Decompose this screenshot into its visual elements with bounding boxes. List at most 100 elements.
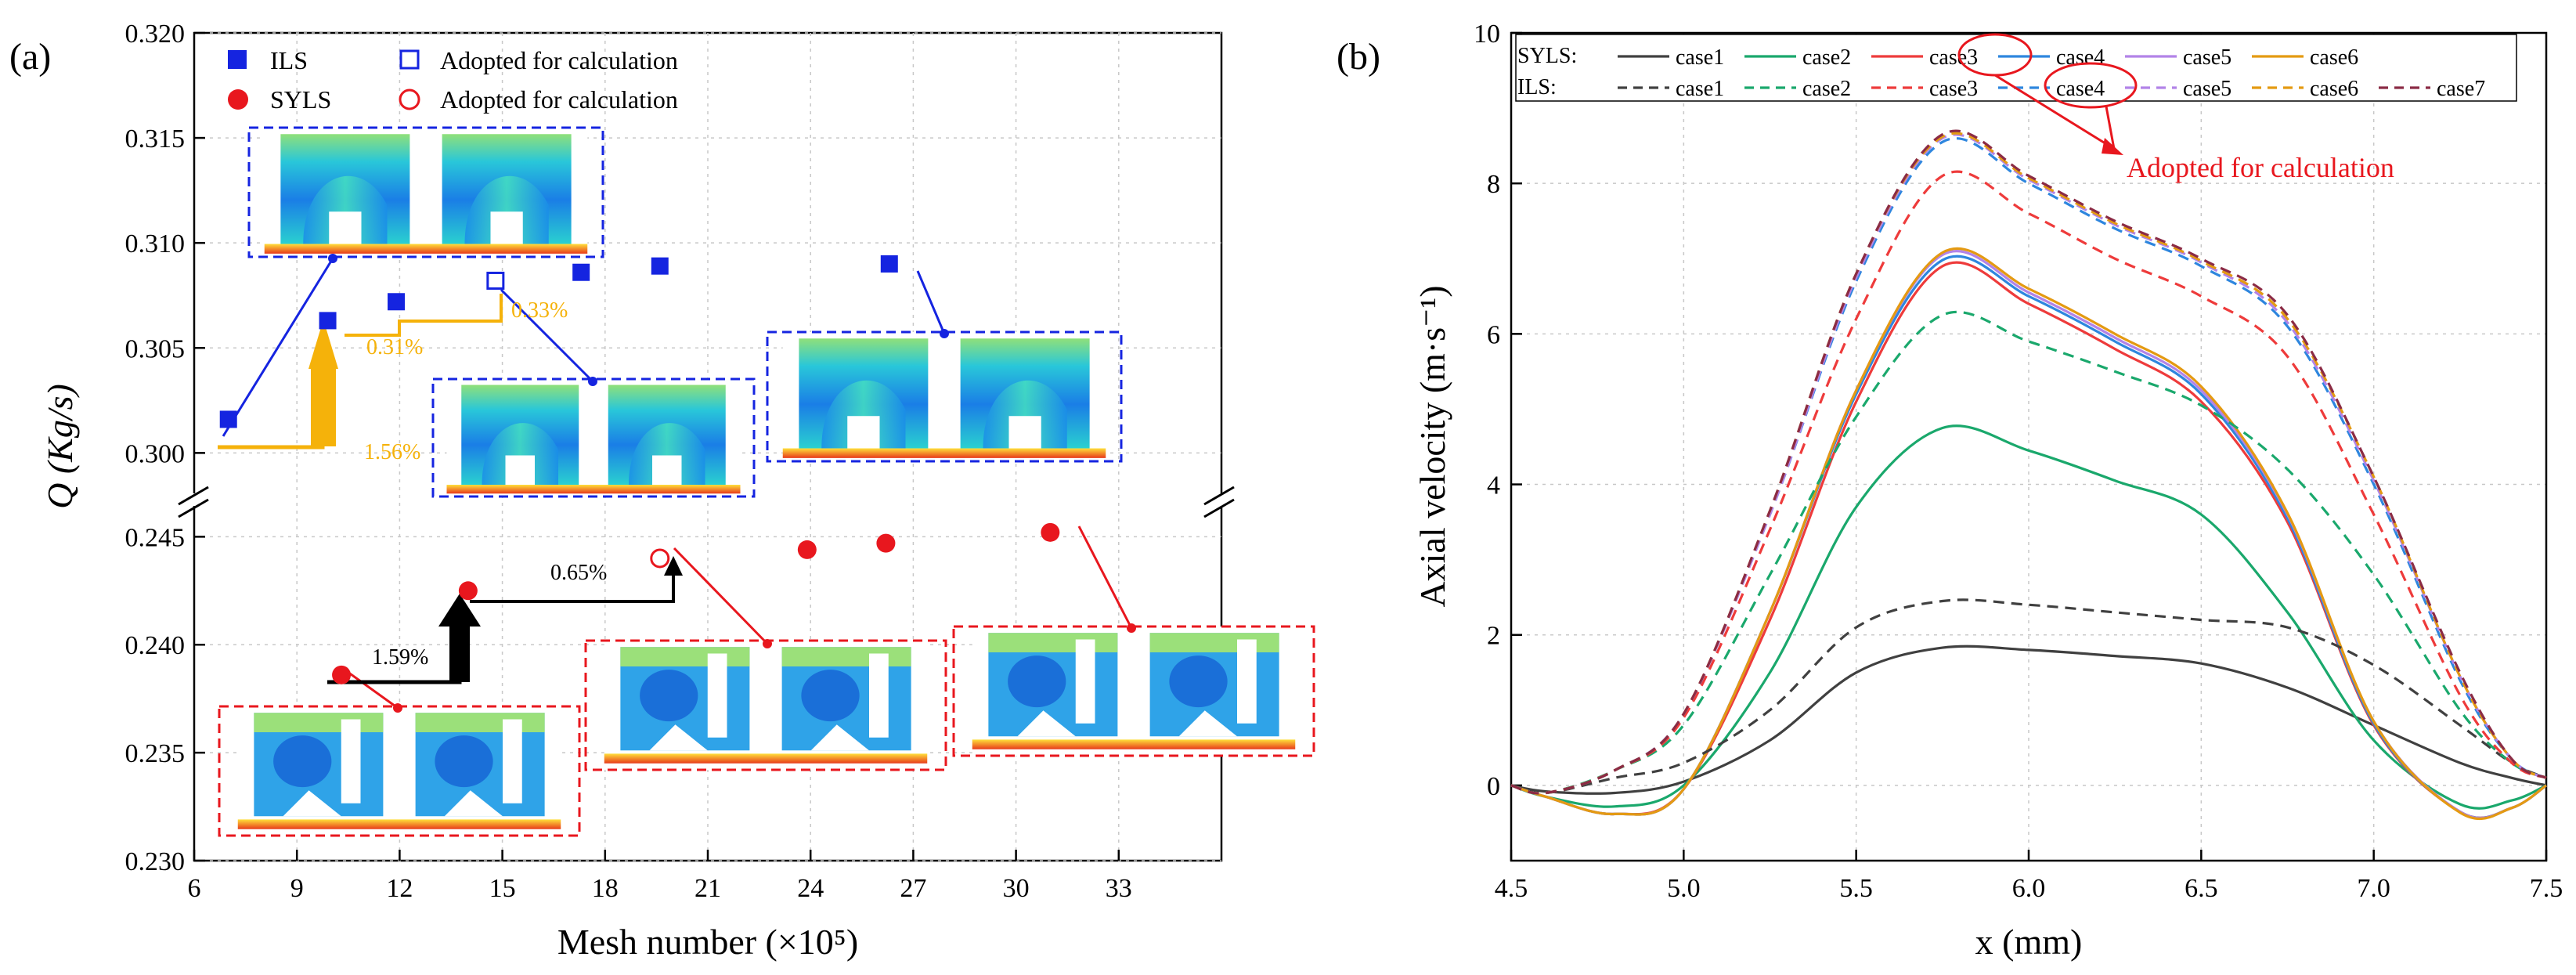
legend-ils-adopted-label: Adopted for calculation (440, 46, 678, 74)
legend-label-syls-case1: case1 (1676, 45, 1724, 70)
series-line-ils-case7 (1510, 129, 2547, 795)
legend-syls-marker (228, 89, 248, 110)
panel-a-label: (a) (9, 36, 51, 78)
legend-b-syls-title: SYLS: (1517, 44, 1577, 68)
series-line-ils-case6 (1510, 132, 2547, 795)
legend-ils-adopted-marker (399, 49, 420, 70)
x-tick-label: 4.5 (1495, 874, 1528, 903)
x-tick-label: 12 (386, 874, 413, 903)
ils-adopted-point (486, 271, 505, 290)
legend-ils-marker (228, 50, 247, 69)
x-tick-label: 9 (290, 874, 304, 903)
x-tick-label: 6.5 (2185, 874, 2218, 903)
legend-label-syls-case4: case4 (2056, 45, 2105, 70)
legend-label-syls-case5: case5 (2183, 45, 2231, 70)
annotation-0-65: 0.65% (550, 561, 607, 585)
ils-thumbnail-2 (431, 377, 756, 498)
syls-point (797, 540, 817, 559)
legend-label-ils-case2: case2 (1802, 77, 1851, 101)
legend-label-syls-case3: case3 (1929, 45, 1978, 70)
y-tick-label: 10 (1474, 20, 1500, 49)
annotation-0-33: 0.33% (511, 298, 568, 323)
y-tick-label: 0.310 (125, 229, 186, 258)
syls-point (458, 581, 478, 601)
y-tick-label: 0.315 (125, 125, 186, 153)
ils-point (880, 255, 898, 273)
legend-a: ILS Adopted for calculation SYLS Adopted… (228, 46, 678, 114)
x-tick-label: 6.0 (2012, 874, 2046, 903)
axis-break-right (1203, 486, 1235, 518)
panel-b-label: (b) (1337, 36, 1380, 78)
y-tick-label: 6 (1487, 320, 1500, 349)
syls-adopted-point (650, 548, 670, 569)
legend-label-ils-case1: case1 (1676, 77, 1724, 101)
y-tick-label: 4 (1487, 471, 1500, 500)
ils-thumbnail-3 (766, 330, 1123, 463)
legend-label-syls-case2: case2 (1802, 45, 1851, 70)
legend-syls-label: SYLS (270, 85, 331, 114)
x-tick-label: 7.5 (2530, 874, 2563, 903)
leader-lines (222, 258, 1133, 710)
x-tick-label: 33 (1106, 874, 1132, 903)
annotation-1-56: 1.56% (364, 440, 420, 464)
legend-label-ils-case4: case4 (2056, 77, 2105, 101)
annotation-1-59: 1.59% (372, 645, 428, 670)
y-tick-label: 2 (1487, 622, 1500, 651)
series-line-ils-case2 (1510, 310, 2547, 795)
legend-label-ils-case6: case6 (2310, 77, 2358, 101)
ils-point (319, 312, 337, 330)
series-line-ils-case3 (1510, 170, 2547, 795)
ils-point (219, 410, 237, 428)
ils-point (388, 293, 406, 311)
ils-thumbnail-1 (247, 126, 604, 258)
syls-thumbnail-2 (584, 639, 947, 771)
series-line-ils-case4 (1510, 137, 2547, 795)
series-line-syls-case1 (1510, 645, 2547, 795)
axis-break-left (178, 486, 209, 518)
y-tick-label: 0.230 (125, 847, 186, 876)
x-tick-label: 5.5 (1839, 874, 1873, 903)
syls-step-arrow (327, 556, 683, 684)
x-tick-label: 5.0 (1667, 874, 1701, 903)
series-line-ils-case1 (1510, 598, 2547, 795)
y-tick-label: 0.235 (125, 739, 186, 768)
legend-syls-adopted-label: Adopted for calculation (440, 85, 678, 114)
y-tick-label: 0.240 (125, 631, 186, 660)
legend-label-ils-case3: case3 (1929, 77, 1978, 101)
x-tick-label: 18 (592, 874, 619, 903)
series-line-syls-case3 (1510, 261, 2547, 819)
x-tick-label: 7.0 (2357, 874, 2390, 903)
syls-thumbnail-3 (952, 625, 1315, 757)
y-tick-label: 0.245 (125, 523, 186, 552)
series-line-syls-case2 (1510, 424, 2547, 810)
annotation-0-31: 0.31% (366, 335, 423, 359)
ils-step-arrow (218, 294, 503, 450)
legend-b-ils-title: ILS: (1517, 75, 1557, 99)
panel-a-x-axis-title: Mesh number (×10⁵) (557, 922, 858, 962)
ils-point (572, 263, 590, 281)
adopted-callout: Adopted for calculation (1957, 33, 2394, 183)
syls-point (1041, 522, 1060, 542)
legend-ils-label: ILS (270, 46, 308, 74)
legend-label-ils-case7: case7 (2437, 77, 2485, 101)
syls-thumbnail-1 (218, 705, 581, 837)
x-tick-label: 30 (1003, 874, 1030, 903)
panel-b-x-axis-title: x (mm) (1975, 922, 2083, 962)
syls-point (876, 533, 896, 553)
y-tick-label: 0.320 (125, 20, 186, 49)
y-tick-label: 0.300 (125, 439, 186, 468)
y-tick-label: 0 (1487, 772, 1500, 801)
panel-a-y-axis-title: Q (Kg/s) (40, 384, 80, 509)
legend-b: SYLS: ILS: case1 case2 case3 case4 case5 case… (1515, 34, 2517, 102)
series-line-syls-case6 (1510, 247, 2547, 821)
panel-b-chart: 4.5 5.0 5.5 6.0 6.5 7.0 7.5 0 2 4 6 8 10 SYLS: ILS:… (1412, 20, 2563, 962)
legend-label-syls-case6: case6 (2310, 45, 2358, 70)
y-tick-label: 8 (1487, 170, 1500, 199)
syls-point (332, 665, 352, 684)
panel-a-chart: 6 9 12 15 18 21 24 27 30 33 0.300 0.305 0.310 0.315 0… (40, 20, 1315, 962)
x-tick-label: 24 (797, 874, 824, 903)
ils-point (651, 257, 669, 275)
y-tick-label: 0.305 (125, 334, 186, 363)
x-tick-label: 6 (188, 874, 201, 903)
